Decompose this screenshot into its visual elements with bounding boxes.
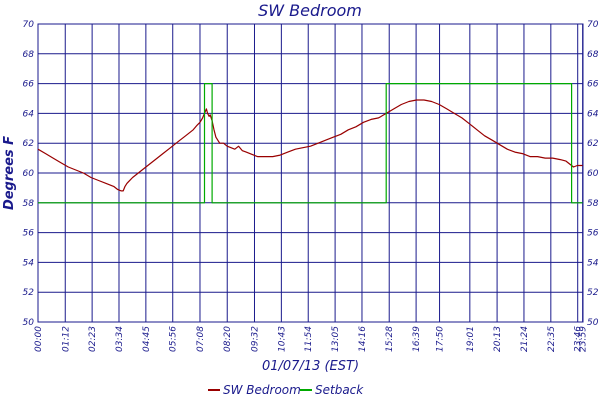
chart-title: SW Bedroom — [258, 1, 362, 20]
y-tick-label: 66 — [23, 80, 35, 90]
x-tick-label: 01:12 — [61, 326, 71, 352]
x-tick-label: 02:23 — [88, 326, 98, 352]
y-axis-title: Degrees F — [2, 136, 17, 210]
x-tick-label: 22:35 — [547, 326, 557, 352]
legend-label: SW Bedroom — [223, 383, 301, 397]
y-tick-label: 64 — [23, 109, 35, 119]
y-tick-label-right: 66 — [587, 80, 599, 90]
y-tick-label: 54 — [23, 258, 35, 268]
series-line-sw-bedroom — [37, 99, 583, 192]
y-tick-label-right: 60 — [587, 169, 599, 179]
x-tick-label: 10:43 — [277, 326, 287, 352]
y-tick-label: 68 — [23, 50, 35, 60]
y-tick-label-right: 64 — [587, 109, 599, 119]
y-tick-label: 70 — [23, 20, 35, 30]
series-line-setback — [38, 82, 583, 204]
legend: SW Bedroom Setback — [208, 383, 364, 397]
x-tick-label: 23:59 — [579, 326, 589, 352]
y-tick-label: 62 — [23, 139, 35, 149]
x-tick-label: 04:45 — [142, 326, 152, 352]
y-tick-label-right: 56 — [587, 229, 599, 239]
grid-lines — [37, 23, 584, 323]
y-tick-label: 50 — [23, 318, 35, 328]
x-tick-label: 08:20 — [223, 326, 233, 352]
x-tick-label: 07:08 — [196, 326, 206, 352]
series-group — [37, 82, 583, 204]
x-tick-label: 11:54 — [304, 326, 314, 352]
x-tick-label: 21:24 — [520, 326, 530, 352]
legend-label: Setback — [315, 383, 364, 397]
x-tick-label: 00:00 — [34, 326, 44, 352]
y-tick-label-right: 70 — [587, 20, 599, 30]
y-tick-label-right: 68 — [587, 50, 599, 60]
x-tick-label: 19:01 — [466, 326, 476, 352]
y-tick-label-right: 58 — [587, 199, 599, 209]
y-tick-label: 58 — [23, 199, 35, 209]
x-axis-title: 01/07/13 (EST) — [262, 359, 359, 374]
y-axis-right: 50 52 54 56 58 60 62 64 66 68 70 — [587, 20, 599, 328]
y-tick-label: 52 — [23, 288, 35, 298]
x-tick-label: 17:50 — [436, 326, 446, 352]
x-tick-label: 20:13 — [493, 326, 503, 352]
y-tick-label: 60 — [23, 169, 35, 179]
x-tick-label: 03:34 — [115, 326, 125, 352]
x-tick-label: 05:56 — [169, 326, 179, 352]
y-tick-label: 56 — [23, 229, 35, 239]
y-axis-left: 50 52 54 56 58 60 62 64 66 68 70 — [23, 20, 35, 328]
x-tick-label: 14:16 — [358, 326, 368, 352]
y-tick-label-right: 52 — [587, 288, 599, 298]
y-tick-label-right: 54 — [587, 258, 599, 268]
x-tick-label: 13:05 — [331, 326, 341, 352]
y-tick-label-right: 62 — [587, 139, 599, 149]
x-tick-label: 23:46 — [574, 326, 584, 352]
x-tick-label: 15:28 — [385, 326, 395, 352]
x-tick-label: 09:32 — [250, 326, 260, 352]
x-axis: 00:00 01:12 02:23 03:34 04:45 05:56 07:08 08:20… — [34, 326, 589, 352]
y-tick-label-right: 50 — [587, 318, 599, 328]
x-tick-label: 16:39 — [412, 326, 422, 352]
